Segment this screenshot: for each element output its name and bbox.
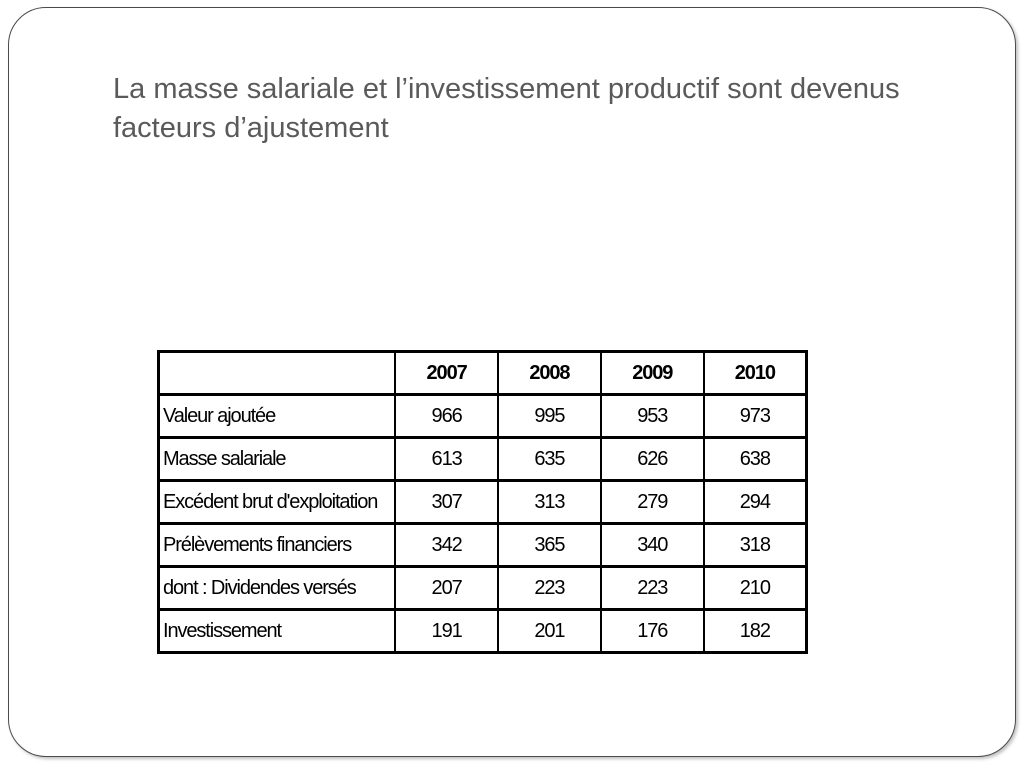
table-cell: 995: [497, 394, 602, 439]
header-corner-cell: [157, 351, 397, 396]
row-label-valeur-ajoutee: Valeur ajoutée: [157, 394, 397, 439]
table-body: Valeur ajoutée 966 995 953 973 Masse sal…: [157, 394, 808, 654]
table-cell: 223: [497, 566, 602, 611]
table-cell: 973: [702, 394, 808, 439]
row-label-excedent-brut: Excédent brut d'exploitation: [157, 480, 397, 525]
table-cell: 191: [394, 609, 499, 654]
header-year-2008: 2008: [497, 351, 602, 396]
header-year-2009: 2009: [599, 351, 705, 396]
table-row: Prélèvements financiers 342 365 340 318: [157, 523, 808, 568]
table-cell: 340: [599, 523, 705, 568]
table-cell: 638: [702, 437, 808, 482]
table-cell: 342: [394, 523, 499, 568]
table-row: Investissement 191 201 176 182: [157, 609, 808, 654]
row-label-prelevements-financiers: Prélèvements financiers: [157, 523, 397, 568]
table-cell: 294: [702, 480, 808, 525]
table-cell: 953: [599, 394, 705, 439]
table-row: dont : Dividendes versés 207 223 223 210: [157, 566, 808, 611]
header-row: 2007 2008 2009 2010: [157, 351, 808, 396]
table-row: Valeur ajoutée 966 995 953 973: [157, 394, 808, 439]
table-cell: 279: [599, 480, 705, 525]
table-row: Masse salariale 613 635 626 638: [157, 437, 808, 482]
table-cell: 635: [497, 437, 602, 482]
row-label-dividendes-verses: dont : Dividendes versés: [157, 566, 397, 611]
row-label-investissement: Investissement: [157, 609, 397, 654]
table-cell: 613: [394, 437, 499, 482]
table-cell: 223: [599, 566, 705, 611]
table-cell: 201: [497, 609, 602, 654]
table-cell: 210: [702, 566, 808, 611]
table-row: Excédent brut d'exploitation 307 313 279…: [157, 480, 808, 525]
table-cell: 207: [394, 566, 499, 611]
data-table: 2007 2008 2009 2010 Valeur ajoutée 966 9…: [157, 350, 808, 654]
slide-title: La masse salariale et l’investissement p…: [113, 73, 900, 144]
table-cell: 318: [702, 523, 808, 568]
table-cell: 307: [394, 480, 499, 525]
table-cell: 966: [394, 394, 499, 439]
table-cell: 626: [599, 437, 705, 482]
table-cell: 176: [599, 609, 705, 654]
row-label-masse-salariale: Masse salariale: [157, 437, 397, 482]
header-year-2007: 2007: [394, 351, 499, 396]
table-cell: 313: [497, 480, 602, 525]
table-cell: 182: [702, 609, 808, 654]
table-cell: 365: [497, 523, 602, 568]
table-header: 2007 2008 2009 2010: [157, 351, 808, 396]
header-year-2010: 2010: [702, 351, 808, 396]
